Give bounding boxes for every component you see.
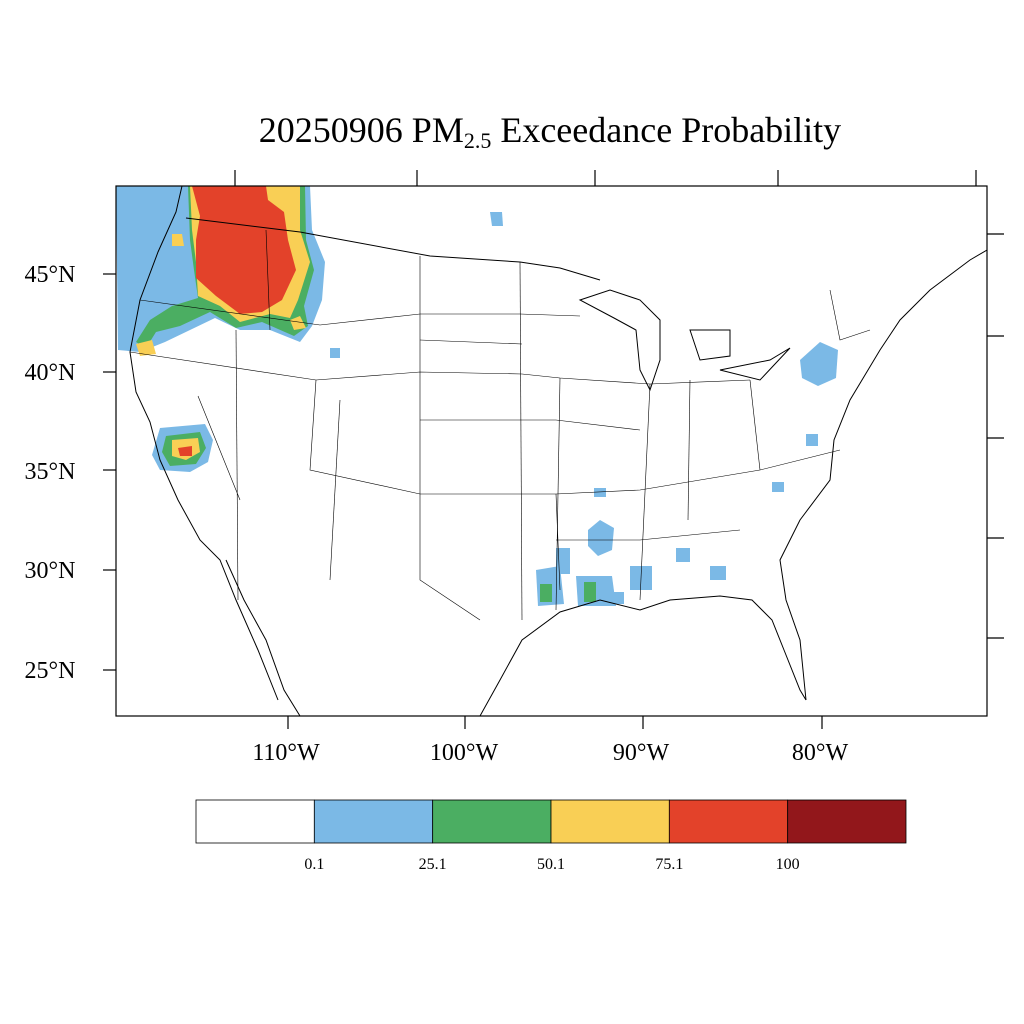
colorbar-label-0: 0.1 <box>304 856 324 873</box>
coastlines <box>129 186 987 716</box>
lon-labels: 110°W 100°W 90°W 80°W <box>252 740 848 766</box>
lat-label-25: 25°N <box>25 658 76 684</box>
title-subscript: 2.5 <box>463 128 492 153</box>
colorbar-swatch-1 <box>313 799 434 844</box>
colorbar-swatch-4 <box>668 799 789 844</box>
colorbar-swatch-5 <box>787 799 907 844</box>
colorbar-labels: 0.1 25.1 50.1 75.1 100 <box>304 856 799 873</box>
colorbar-swatch-0 <box>195 799 315 844</box>
colorbar-label-1: 25.1 <box>419 856 447 873</box>
title-suffix: Exceedance Probability <box>491 110 842 150</box>
axis-ticks <box>103 170 1004 729</box>
state-borders <box>129 229 871 621</box>
lat-label-40: 40°N <box>25 360 76 386</box>
colorbar-swatch-2 <box>432 799 552 844</box>
title-text: 20250906 PM <box>258 110 464 150</box>
lat-label-35: 35°N <box>25 459 76 485</box>
lon-label-110w: 110°W <box>252 740 320 766</box>
colorbar-label-3: 75.1 <box>655 856 683 873</box>
colorbar <box>195 799 907 844</box>
lon-label-90w: 90°W <box>613 740 670 766</box>
colorbar-label-2: 50.1 <box>537 856 565 873</box>
map-frame <box>115 185 988 717</box>
lat-labels: 45°N 40°N 35°N 30°N 25°N <box>25 262 76 684</box>
lat-label-45: 45°N <box>25 262 76 288</box>
map-title: 20250906 PM2.5 Exceedance Probability <box>0 108 1024 163</box>
colorbar-label-4: 100 <box>776 856 800 873</box>
map-content <box>116 186 987 716</box>
lat-label-30: 30°N <box>25 558 76 584</box>
colorbar-swatch-3 <box>550 799 670 844</box>
lon-label-100w: 100°W <box>430 740 499 766</box>
lon-label-80w: 80°W <box>792 740 849 766</box>
prob-region-veryhigh <box>178 186 296 456</box>
